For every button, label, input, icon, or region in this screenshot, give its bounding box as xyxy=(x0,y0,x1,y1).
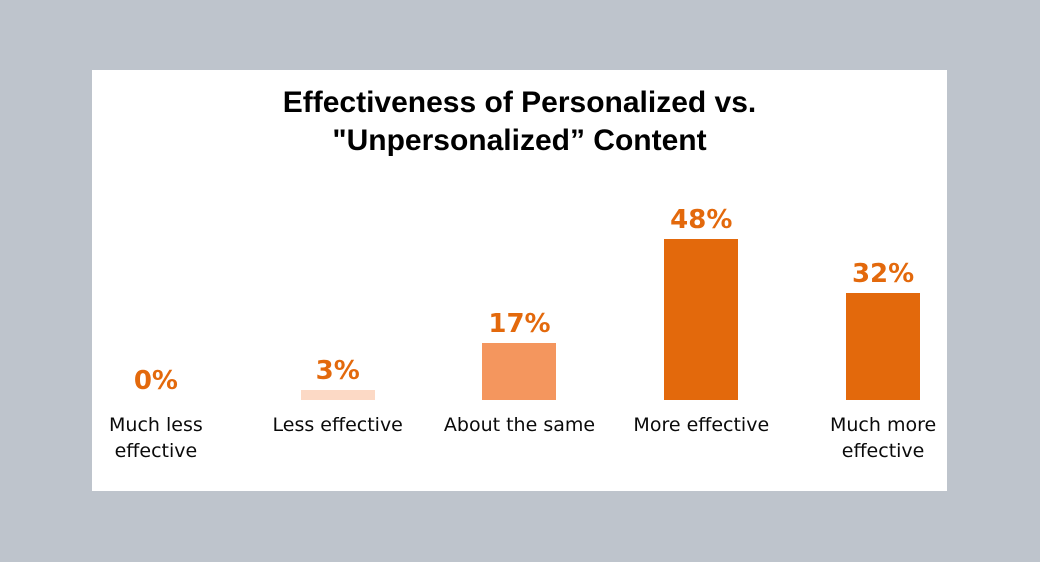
bar-stack: 0% xyxy=(119,70,193,400)
bar-chart: 0% Much less effective 3% Less effective… xyxy=(65,70,974,464)
category-label: More effective xyxy=(633,414,770,436)
chart-column-about-the-same: 17% About the same xyxy=(429,70,611,464)
chart-column-much-more-effective: 32% Much more effective xyxy=(792,70,974,464)
bar-value-label: 48% xyxy=(670,205,733,236)
category-label: Much less effective xyxy=(109,414,203,462)
bar-stack: 17% xyxy=(482,70,557,400)
bar-stack: 32% xyxy=(846,70,921,400)
chart-column-much-less-effective: 0% Much less effective xyxy=(65,70,247,464)
bar-much-more-effective xyxy=(846,292,921,400)
bar-about-the-same xyxy=(482,343,557,400)
category-label: Less effective xyxy=(272,414,403,436)
chart-title: Effectiveness of Personalized vs. "Unper… xyxy=(282,86,757,158)
chart-column-less-effective: 3% Less effective xyxy=(247,70,429,464)
chart-card: Effectiveness of Personalized vs. "Unper… xyxy=(92,70,947,491)
bar-value-label: 3% xyxy=(315,355,360,386)
category-label: About the same xyxy=(443,414,596,436)
category-label: Much more effective xyxy=(829,414,937,462)
bar-value-label: 0% xyxy=(133,366,178,396)
bar-stack: 3% xyxy=(300,70,375,400)
bar-stack: 48% xyxy=(664,70,739,400)
bar-value-label: 17% xyxy=(488,309,551,340)
bar-more-effective xyxy=(664,239,739,400)
bar-value-label: 32% xyxy=(851,258,915,289)
bar-less-effective xyxy=(300,389,375,400)
chart-column-more-effective: 48% More effective xyxy=(610,70,792,464)
